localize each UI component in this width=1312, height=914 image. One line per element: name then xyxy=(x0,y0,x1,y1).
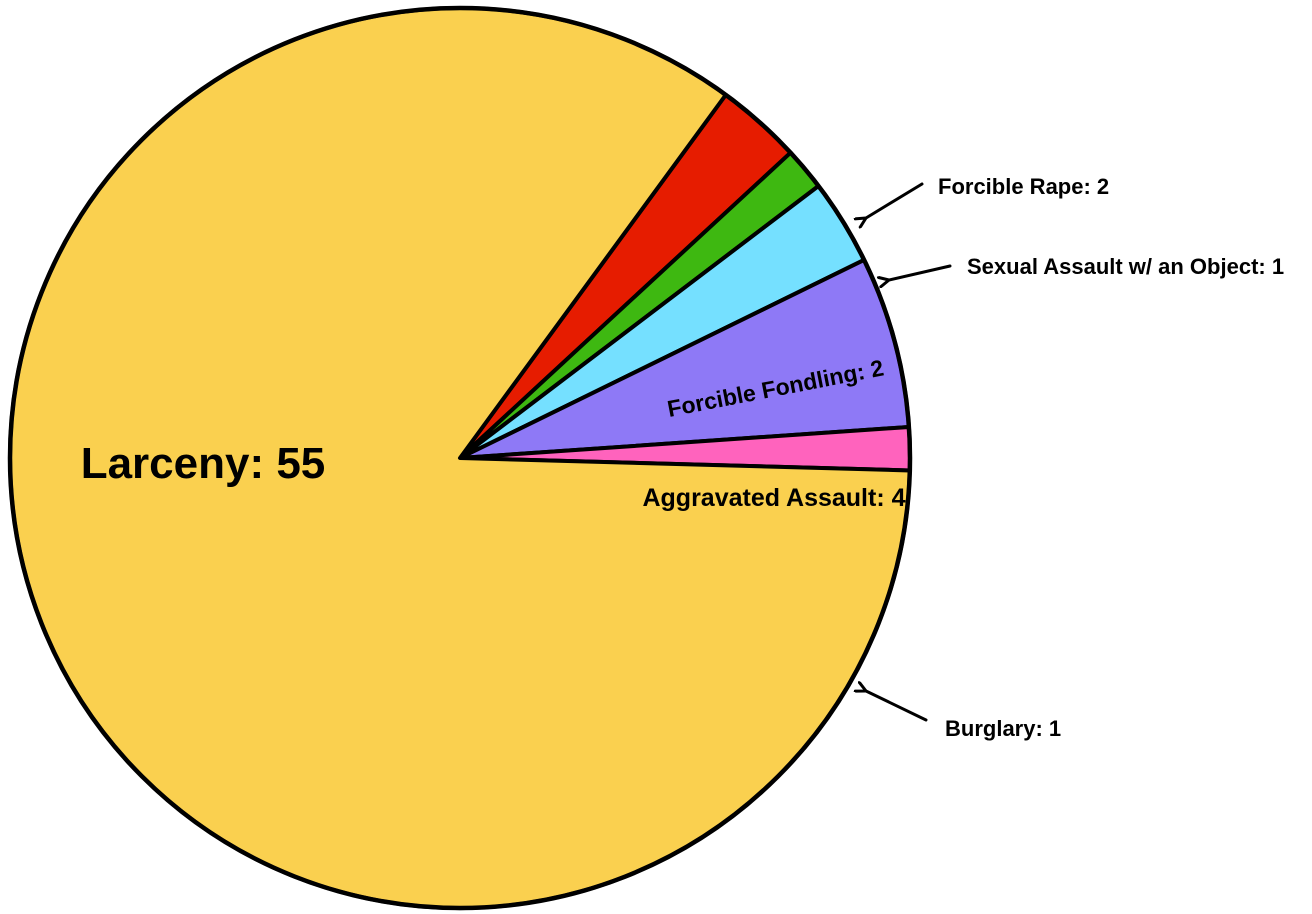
arrow-burglary xyxy=(866,691,928,722)
label-aggravated-assault: Aggravated Assault: 4 xyxy=(642,484,905,512)
callout-arrows xyxy=(866,182,952,722)
arrow-sexual-assault-w-an-object xyxy=(889,264,952,280)
label-sexual-assault-w-an-object: Sexual Assault w/ an Object: 1 xyxy=(967,254,1284,279)
arrow-forcible-rape xyxy=(866,182,924,218)
label-larceny: Larceny: 55 xyxy=(81,439,326,488)
label-forcible-rape: Forcible Rape: 2 xyxy=(938,174,1109,199)
pie-outline xyxy=(7,5,913,911)
label-burglary: Burglary: 1 xyxy=(945,716,1061,741)
